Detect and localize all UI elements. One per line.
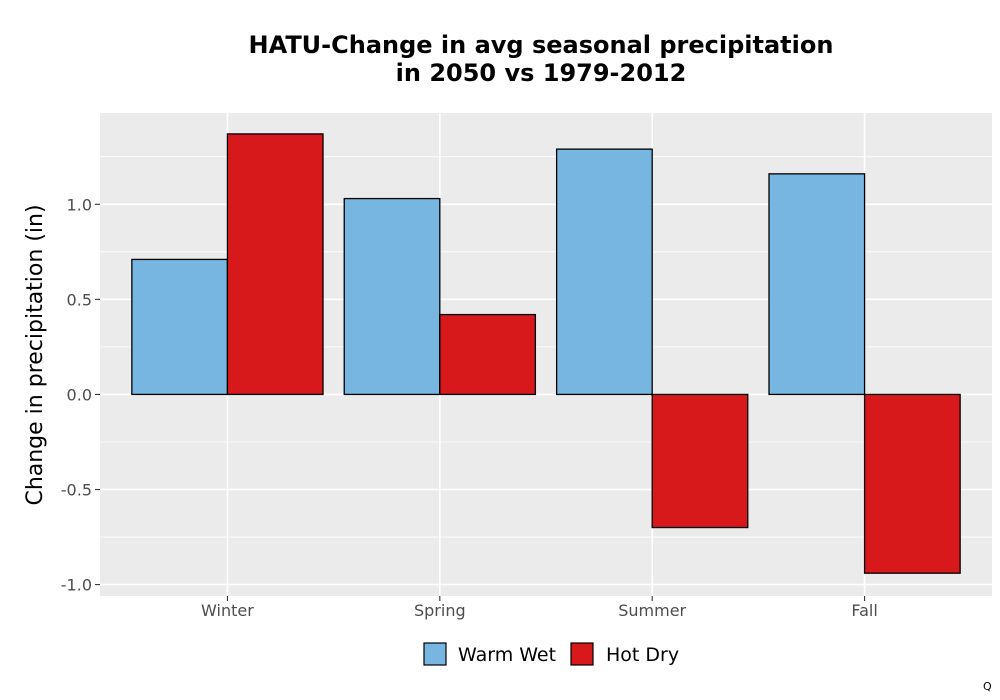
bar-warm-wet-winter [131, 258, 229, 396]
legend-swatch-warm-wet [423, 642, 447, 666]
legend-label-warm-wet: Warm Wet [458, 644, 556, 666]
chart-title-line-1: HATU-Change in avg seasonal precipitatio… [249, 31, 834, 59]
legend-label-hot-dry: Hot Dry [606, 644, 679, 666]
y-tick-label: 0.5 [67, 290, 92, 309]
y-axis-title: Change in precipitation (in) [23, 204, 48, 505]
legend-swatch-hot-dry [570, 642, 594, 666]
bars [131, 133, 961, 574]
x-tick-label-winter: Winter [201, 601, 254, 620]
bar-hot-dry-fall [863, 393, 961, 574]
y-tick-label: 1.0 [67, 195, 92, 214]
corner-mark: Q [983, 680, 992, 693]
y-tick-label: -1.0 [61, 576, 92, 595]
chart-title-line-2: in 2050 vs 1979-2012 [396, 59, 687, 87]
bar-warm-wet-summer [555, 148, 653, 396]
bar-warm-wet-spring [343, 197, 441, 396]
legend: Warm Wet Hot Dry [423, 642, 679, 666]
y-axis-ticks: -1.0 -0.5 0.0 0.5 1.0 [61, 195, 100, 595]
y-tick-label: -0.5 [61, 481, 92, 500]
x-axis-ticks: Winter Spring Summer Fall [201, 596, 878, 620]
x-tick-label-spring: Spring [414, 601, 466, 620]
bar-warm-wet-fall [768, 173, 866, 396]
x-tick-label-fall: Fall [851, 601, 877, 620]
bar-hot-dry-winter [226, 133, 324, 396]
bar-hot-dry-spring [439, 313, 537, 396]
y-tick-label: 0.0 [67, 385, 92, 404]
x-tick-label-summer: Summer [618, 601, 686, 620]
bar-hot-dry-summer [651, 393, 749, 529]
